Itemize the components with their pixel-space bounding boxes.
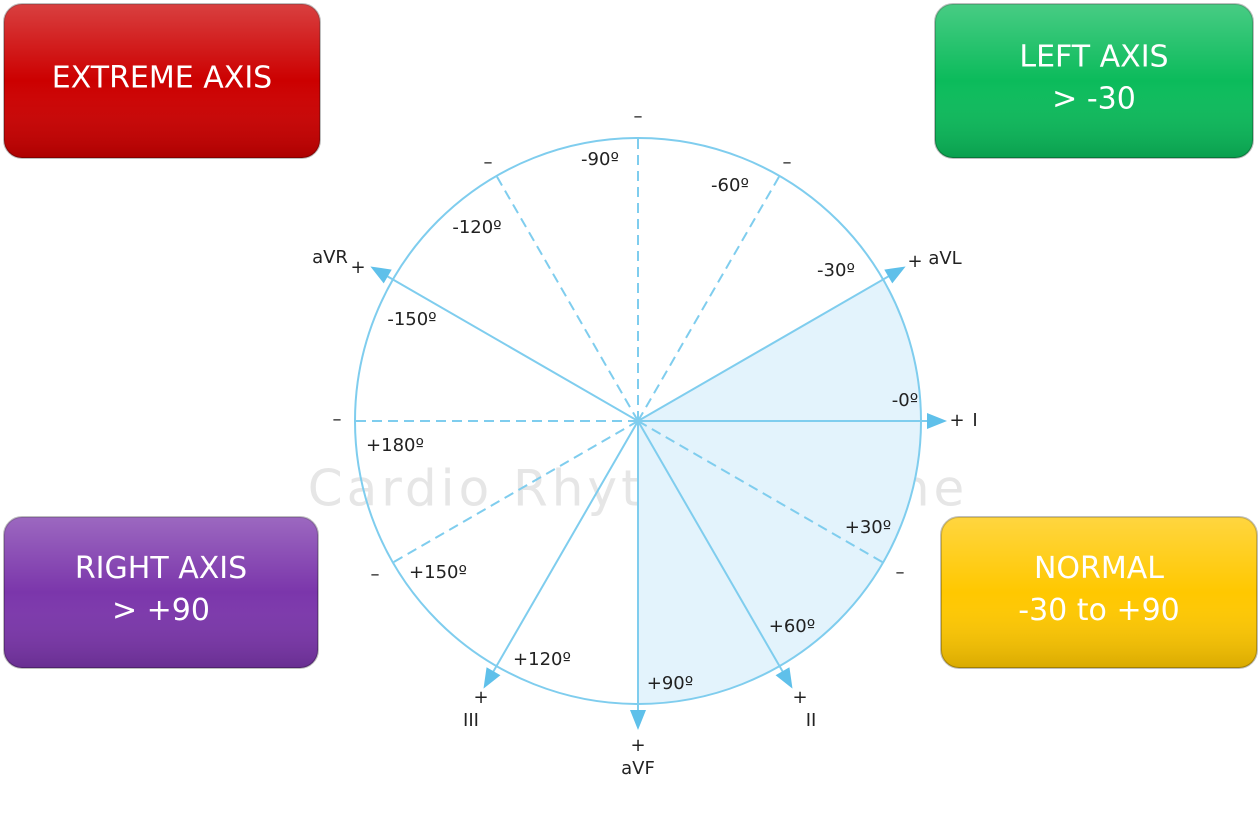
dashed-axis — [495, 175, 639, 422]
lead-axis — [385, 274, 639, 422]
box-text: NORMAL — [1034, 551, 1164, 586]
angle-label: -150º — [387, 309, 436, 330]
negative-end: – — [371, 564, 380, 585]
angle-label: +30º — [845, 517, 891, 538]
negative-end: – — [634, 106, 643, 127]
lead-name: II — [806, 710, 817, 731]
normal-region — [638, 279, 922, 704]
arrowhead — [483, 667, 501, 689]
lead-sign: + — [473, 687, 488, 708]
box-gloss — [941, 517, 1257, 668]
angle-label: +60º — [769, 616, 815, 637]
arrowhead — [884, 266, 906, 284]
box-gloss — [935, 4, 1253, 158]
box-text: -30 to +90 — [1018, 593, 1180, 628]
box-text: LEFT AXIS — [1019, 40, 1168, 75]
arrowhead — [775, 667, 793, 689]
angle-label: -30º — [817, 260, 855, 281]
negative-end: – — [484, 152, 493, 173]
box-text: > -30 — [1052, 82, 1136, 117]
lead-name: I — [972, 410, 977, 431]
angle-label: +150º — [409, 562, 467, 583]
angle-label: +90º — [647, 673, 693, 694]
angle-label: -90º — [581, 149, 619, 170]
box-text: RIGHT AXIS — [75, 551, 247, 586]
lead-sign: + — [907, 251, 922, 272]
lead-sign: + — [350, 257, 365, 278]
lead-sign: + — [949, 410, 964, 431]
angle-label: +180º — [366, 435, 424, 456]
negative-end: – — [333, 409, 342, 430]
hexaxial-diagram: -90º -60º -120º -30º -150º -0º +180º +30º +150º +… — [312, 106, 978, 779]
lead-name: aVF — [621, 758, 655, 779]
negative-end: – — [896, 562, 905, 583]
boxes: EXTREME AXIS LEFT AXIS > -30 RIGHT AXIS > +9… — [3, 3, 1258, 669]
box-gloss — [4, 4, 320, 158]
lead-name: III — [463, 710, 479, 731]
arrowhead — [927, 413, 947, 429]
lead-sign: + — [630, 735, 645, 756]
angle-label: -120º — [452, 217, 501, 238]
angle-label: -60º — [711, 175, 749, 196]
lead-axis — [637, 420, 785, 674]
box-gloss — [4, 517, 318, 668]
negative-end: – — [783, 152, 792, 173]
angle-label: -0º — [892, 390, 918, 411]
box-text: EXTREME AXIS — [52, 61, 272, 96]
lead-name: aVL — [928, 248, 961, 269]
lead-sign: + — [792, 687, 807, 708]
box-text: > +90 — [112, 593, 210, 628]
lead-axis — [637, 274, 891, 422]
arrowhead — [630, 710, 646, 730]
arrowhead — [370, 266, 392, 284]
angle-label: +120º — [513, 649, 571, 670]
lead-axis — [491, 420, 639, 674]
lead-name: aVR — [312, 247, 348, 268]
